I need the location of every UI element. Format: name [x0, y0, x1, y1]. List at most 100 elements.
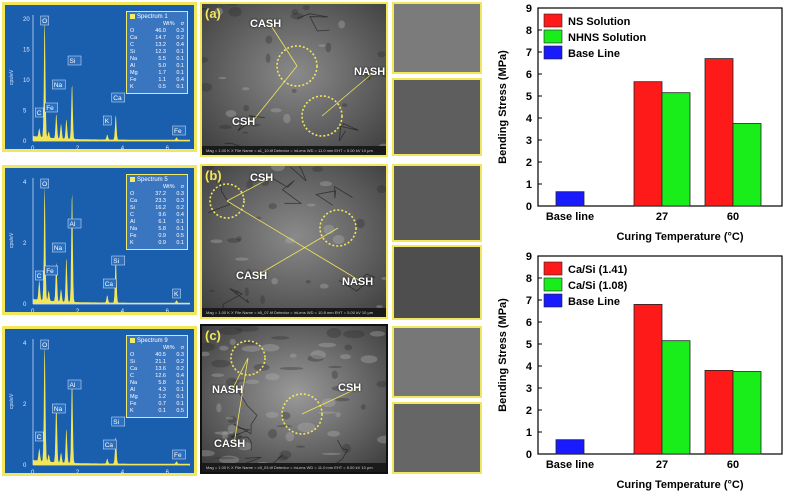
- eds-spectrum-fill: [33, 184, 190, 304]
- peak-label-na: Na: [52, 242, 66, 253]
- element-symbol: K: [130, 84, 134, 91]
- y-tick-label: 7: [526, 295, 532, 307]
- weight-percent: 13.6: [155, 366, 166, 373]
- peak-label-o: O: [40, 339, 49, 350]
- legend-swatch: [130, 177, 135, 182]
- sem-micrograph: [202, 326, 386, 472]
- weight-percent: 0.7: [158, 401, 166, 408]
- legend-swatch: [543, 13, 563, 28]
- phase-label-cash: CASH: [214, 438, 246, 450]
- element-symbol: O: [130, 28, 135, 35]
- eds-xtick: 0: [31, 309, 35, 315]
- weight-percent: 0.5: [158, 84, 166, 91]
- legend-swatch: [543, 45, 563, 60]
- svg-text:Fe: Fe: [174, 452, 182, 459]
- sem-panel-a: (a) CASH NASH CSH Mag = 1.00 K X File Name =…: [200, 2, 388, 157]
- y-tick-label: 4: [526, 361, 533, 373]
- peak-label-fe: Fe: [172, 125, 186, 136]
- svg-text:K: K: [105, 118, 110, 125]
- eds-xtick: 2: [76, 146, 80, 152]
- spectrum-row: C 9.6 0.4: [130, 212, 184, 219]
- spectrum-row: O 37.2 0.3: [130, 191, 184, 198]
- x-tick-label: 60: [727, 211, 739, 223]
- y-tick-label: 2: [526, 405, 532, 417]
- weight-percent: 0.9: [158, 233, 166, 240]
- sigma-value: 0.4: [176, 212, 184, 219]
- element-symbol: Ca: [130, 366, 138, 373]
- eds-xtick: 2: [76, 309, 80, 315]
- weight-percent: 12.6: [155, 373, 166, 380]
- sigma-value: 0.1: [176, 394, 184, 401]
- sigma-value: 0.1: [176, 387, 184, 394]
- eds-xtick: 2: [76, 470, 80, 476]
- sigma-value: 0.1: [176, 240, 184, 247]
- sigma-value: 0.1: [176, 401, 184, 408]
- spectrum-row: Fe 1.1 0.4: [130, 77, 184, 84]
- annotation-arrow: [233, 357, 249, 445]
- sigma-value: 0.1: [176, 70, 184, 77]
- highlight-circle: [209, 183, 245, 219]
- spectrum-row: C 12.6 0.4: [130, 373, 184, 380]
- sigma-value: 0.3: [176, 198, 184, 205]
- weight-percent: 1.7: [158, 70, 166, 77]
- weight-percent: 23.3: [155, 198, 166, 205]
- element-symbol: Al: [130, 219, 135, 226]
- sigma-header: σ: [180, 21, 184, 28]
- svg-text:C: C: [37, 110, 42, 117]
- bar-ca-si-1-08--60: [732, 371, 762, 455]
- legend-label: Ca/Si (1.41): [568, 264, 628, 276]
- bar-base-line-base-line: [555, 191, 585, 207]
- annotation-arrow: [255, 227, 339, 277]
- annotation-arrow: [226, 177, 271, 202]
- weight-percent: 16.2: [155, 205, 166, 212]
- y-tick-label: 1: [526, 427, 532, 439]
- eds-ytick: 0: [23, 302, 27, 308]
- svg-text:Ca: Ca: [113, 95, 122, 102]
- weight-percent: 9.6: [158, 212, 166, 219]
- x-tick-label: 60: [727, 459, 739, 471]
- element-symbol: Si: [130, 205, 135, 212]
- spectrum-title-text: Spectrum 5: [137, 177, 168, 184]
- y-tick-label: 5: [526, 339, 532, 351]
- peak-label-si: Si: [111, 255, 126, 266]
- spectrum-row: Al 6.1 0.1: [130, 219, 184, 226]
- svg-text:K: K: [174, 291, 179, 298]
- weight-percent: 37.2: [155, 191, 166, 198]
- annotation-arrow: [301, 387, 359, 415]
- svg-text:Al: Al: [70, 221, 76, 228]
- element-symbol: C: [130, 42, 134, 49]
- y-tick-label: 0: [526, 449, 532, 461]
- sem-info-bar: Mag = 1.00 K X File Name = a1_10.tif Det…: [202, 146, 386, 155]
- peak-label-na: Na: [52, 79, 66, 90]
- wt-header: Wt%: [162, 21, 175, 28]
- weight-percent: 14.7: [155, 35, 166, 42]
- element-symbol: Mg: [130, 394, 138, 401]
- sigma-value: 0.4: [176, 42, 184, 49]
- zoom-inset-b1: [392, 164, 482, 242]
- phase-label-nash: NASH: [342, 276, 374, 288]
- phase-label-cash: CASH: [236, 270, 268, 282]
- panel-label: (c): [205, 328, 221, 343]
- eds-ylabel: cps/eV: [9, 69, 15, 85]
- spectrum-row: K 0.9 0.1: [130, 240, 184, 247]
- legend-swatch: [543, 261, 563, 276]
- bar-base-line-base-line: [555, 439, 585, 455]
- y-tick-label: 3: [526, 383, 532, 395]
- y-tick-label: 8: [526, 273, 532, 285]
- element-symbol: Ca: [130, 35, 138, 42]
- x-axis-label: Curing Temperature (°C): [616, 231, 743, 243]
- phase-label-nash: NASH: [212, 384, 244, 396]
- sigma-value: 0.2: [176, 359, 184, 366]
- legend-label: Base Line: [568, 48, 620, 60]
- sigma-value: 0.1: [176, 63, 184, 70]
- bar-chart-ca-si: 0 1 2 3 4 5 6 7 8 9 Bending Stress (MPa) Base line 2…: [497, 251, 783, 491]
- eds-ylabel: cps/eV: [9, 232, 15, 248]
- zoom-inset-a2: [392, 78, 482, 156]
- weight-percent: 13.2: [155, 42, 166, 49]
- y-tick-label: 9: [526, 251, 532, 263]
- spectrum-row: Ca 14.7 0.2: [130, 35, 184, 42]
- sigma-header: σ: [180, 345, 184, 352]
- zoom-inset-b2: [392, 245, 482, 320]
